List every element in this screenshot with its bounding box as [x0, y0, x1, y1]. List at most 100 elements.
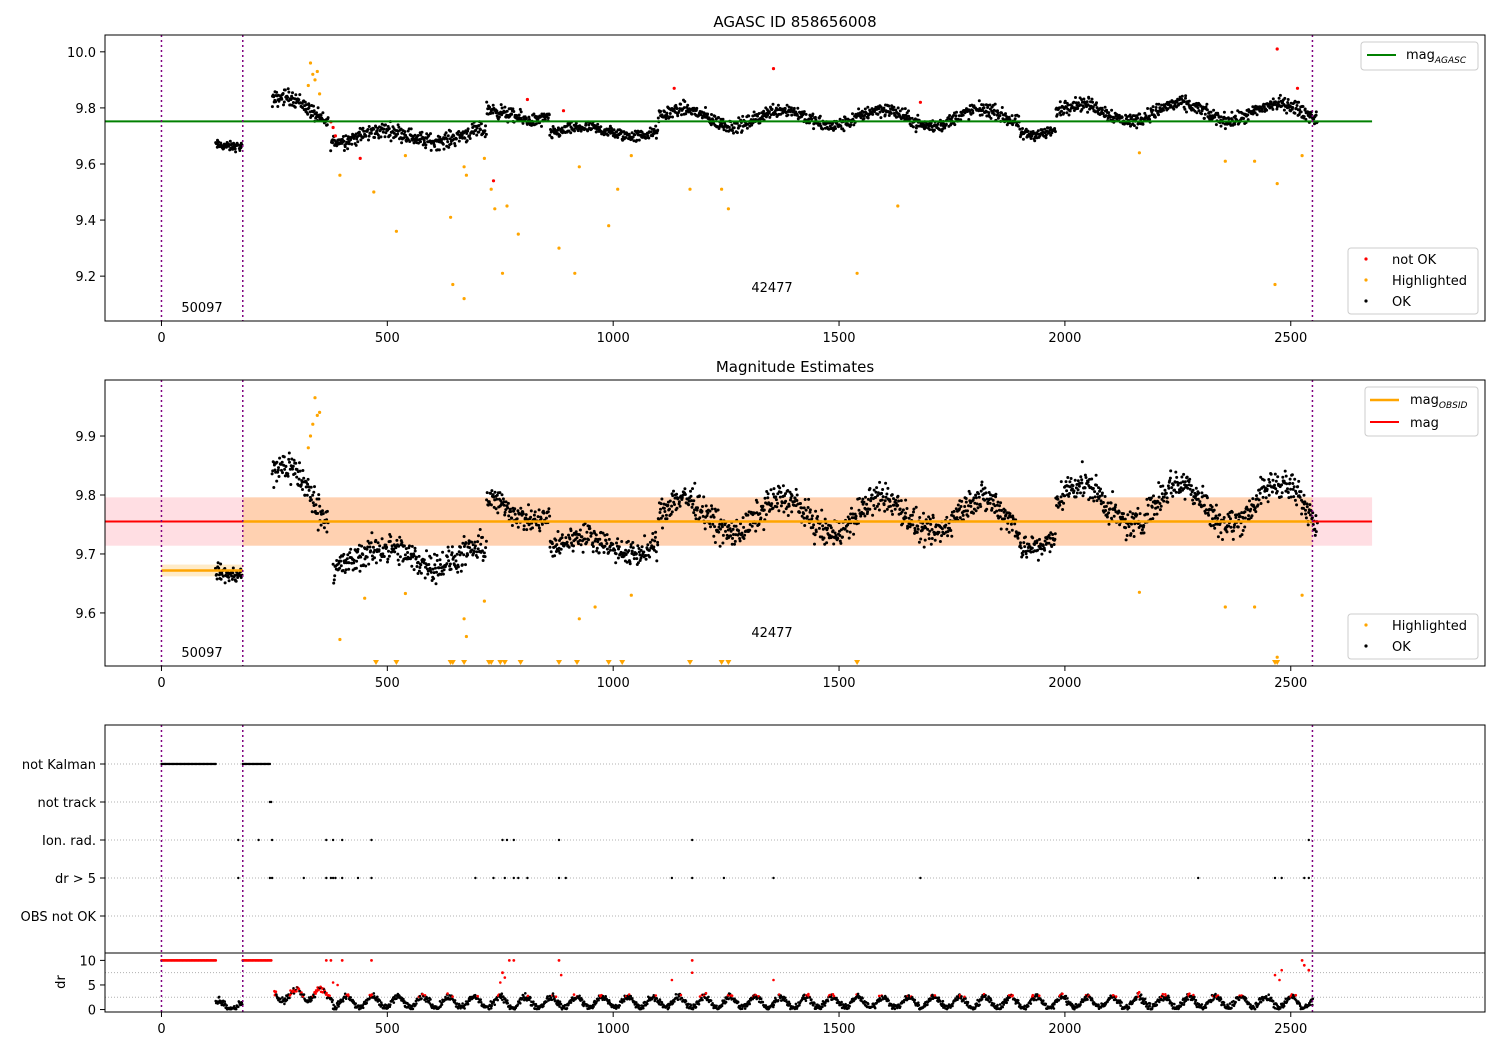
ok-point [742, 525, 746, 529]
ok-point [904, 498, 908, 502]
ok-point [333, 574, 337, 578]
ok-point [468, 546, 472, 550]
ok-point [215, 577, 219, 581]
ok-point [1264, 496, 1268, 500]
ok-point [758, 512, 762, 516]
ok-point [1183, 480, 1187, 484]
ok-point [729, 529, 733, 533]
ok-point [398, 535, 402, 539]
ok-point [389, 535, 393, 539]
x-tick-label: 2000 [1048, 331, 1081, 346]
ok-point [1043, 127, 1047, 131]
ok-point [425, 549, 428, 553]
ok-point [1282, 108, 1286, 112]
ok-point [321, 111, 325, 115]
ok-point [737, 532, 741, 536]
ok-point [710, 507, 714, 511]
ok-point [473, 540, 477, 544]
ok-point [445, 562, 449, 566]
ok-point [477, 124, 481, 127]
ok-point [481, 535, 484, 539]
ok-point [1248, 499, 1251, 503]
ok-point [282, 455, 286, 459]
points-layer [160, 762, 1315, 1011]
ok-point [1086, 480, 1090, 484]
ok-point [636, 561, 640, 565]
ok-point [1261, 495, 1265, 499]
ok-point [813, 542, 816, 546]
ok-point [796, 106, 800, 110]
ok-point [890, 509, 894, 513]
ok-point [1297, 479, 1301, 483]
ok-point [848, 530, 852, 534]
dr-point [312, 993, 315, 996]
ok-point [862, 500, 866, 504]
ok-point [668, 499, 672, 503]
ok-point [896, 494, 900, 498]
ok-point [1158, 508, 1162, 512]
ok-point [446, 545, 450, 549]
ok-point [484, 539, 488, 543]
ok-point [985, 507, 989, 511]
ok-point [648, 540, 652, 544]
dr-point [402, 997, 405, 1001]
y-tick-label: 9.8 [75, 489, 96, 504]
ok-point [459, 569, 463, 573]
ok-point [221, 574, 225, 578]
ok-point [922, 545, 926, 549]
ok-point [484, 124, 487, 128]
ok-point [413, 546, 417, 550]
ok-point [474, 128, 478, 132]
ok-point [891, 108, 895, 112]
ok-point [808, 508, 812, 512]
ok-point [347, 142, 351, 146]
ok-point [1084, 476, 1088, 479]
ok-point [316, 528, 320, 532]
ok-point [655, 559, 659, 563]
ok-point [316, 106, 320, 110]
ok-point [473, 544, 477, 548]
ok-point [1267, 493, 1271, 497]
highlighted-point [338, 173, 342, 177]
flag-point [492, 876, 495, 880]
ok-point [1080, 100, 1084, 104]
ok-point [505, 109, 509, 113]
ok-point [1059, 113, 1063, 117]
highlighted-point [464, 634, 468, 639]
ok-point [325, 123, 329, 127]
ok-point [1145, 497, 1149, 501]
ok-point [231, 571, 235, 575]
ok-point [644, 557, 648, 561]
ok-point [421, 143, 425, 147]
ok-point [585, 540, 589, 544]
ok-point [722, 128, 726, 132]
ok-point [216, 561, 220, 565]
ok-point [1157, 481, 1161, 485]
ok-point [868, 507, 872, 511]
ok-point [1072, 489, 1076, 493]
ok-point [549, 128, 552, 131]
ok-point [1064, 480, 1068, 484]
ok-point [491, 493, 495, 497]
ok-point [1286, 101, 1290, 104]
ok-point [1225, 530, 1229, 534]
ok-point [898, 109, 902, 113]
flag-point [503, 876, 506, 880]
ok-point [568, 537, 572, 541]
ok-point [347, 561, 351, 565]
ok-point [355, 137, 359, 141]
ok-point [293, 472, 297, 476]
ok-point [479, 128, 482, 132]
ok-point [1000, 111, 1003, 115]
ok-point [367, 134, 371, 138]
ok-point [762, 508, 766, 512]
ok-point [1133, 522, 1137, 526]
ok-point [1041, 544, 1045, 548]
ok-point [646, 543, 650, 547]
ok-point [1104, 114, 1108, 118]
ok-point [740, 531, 744, 535]
ok-point [352, 561, 356, 565]
ok-point [412, 568, 416, 572]
ok-point [341, 569, 345, 572]
ok-point [1214, 123, 1218, 127]
